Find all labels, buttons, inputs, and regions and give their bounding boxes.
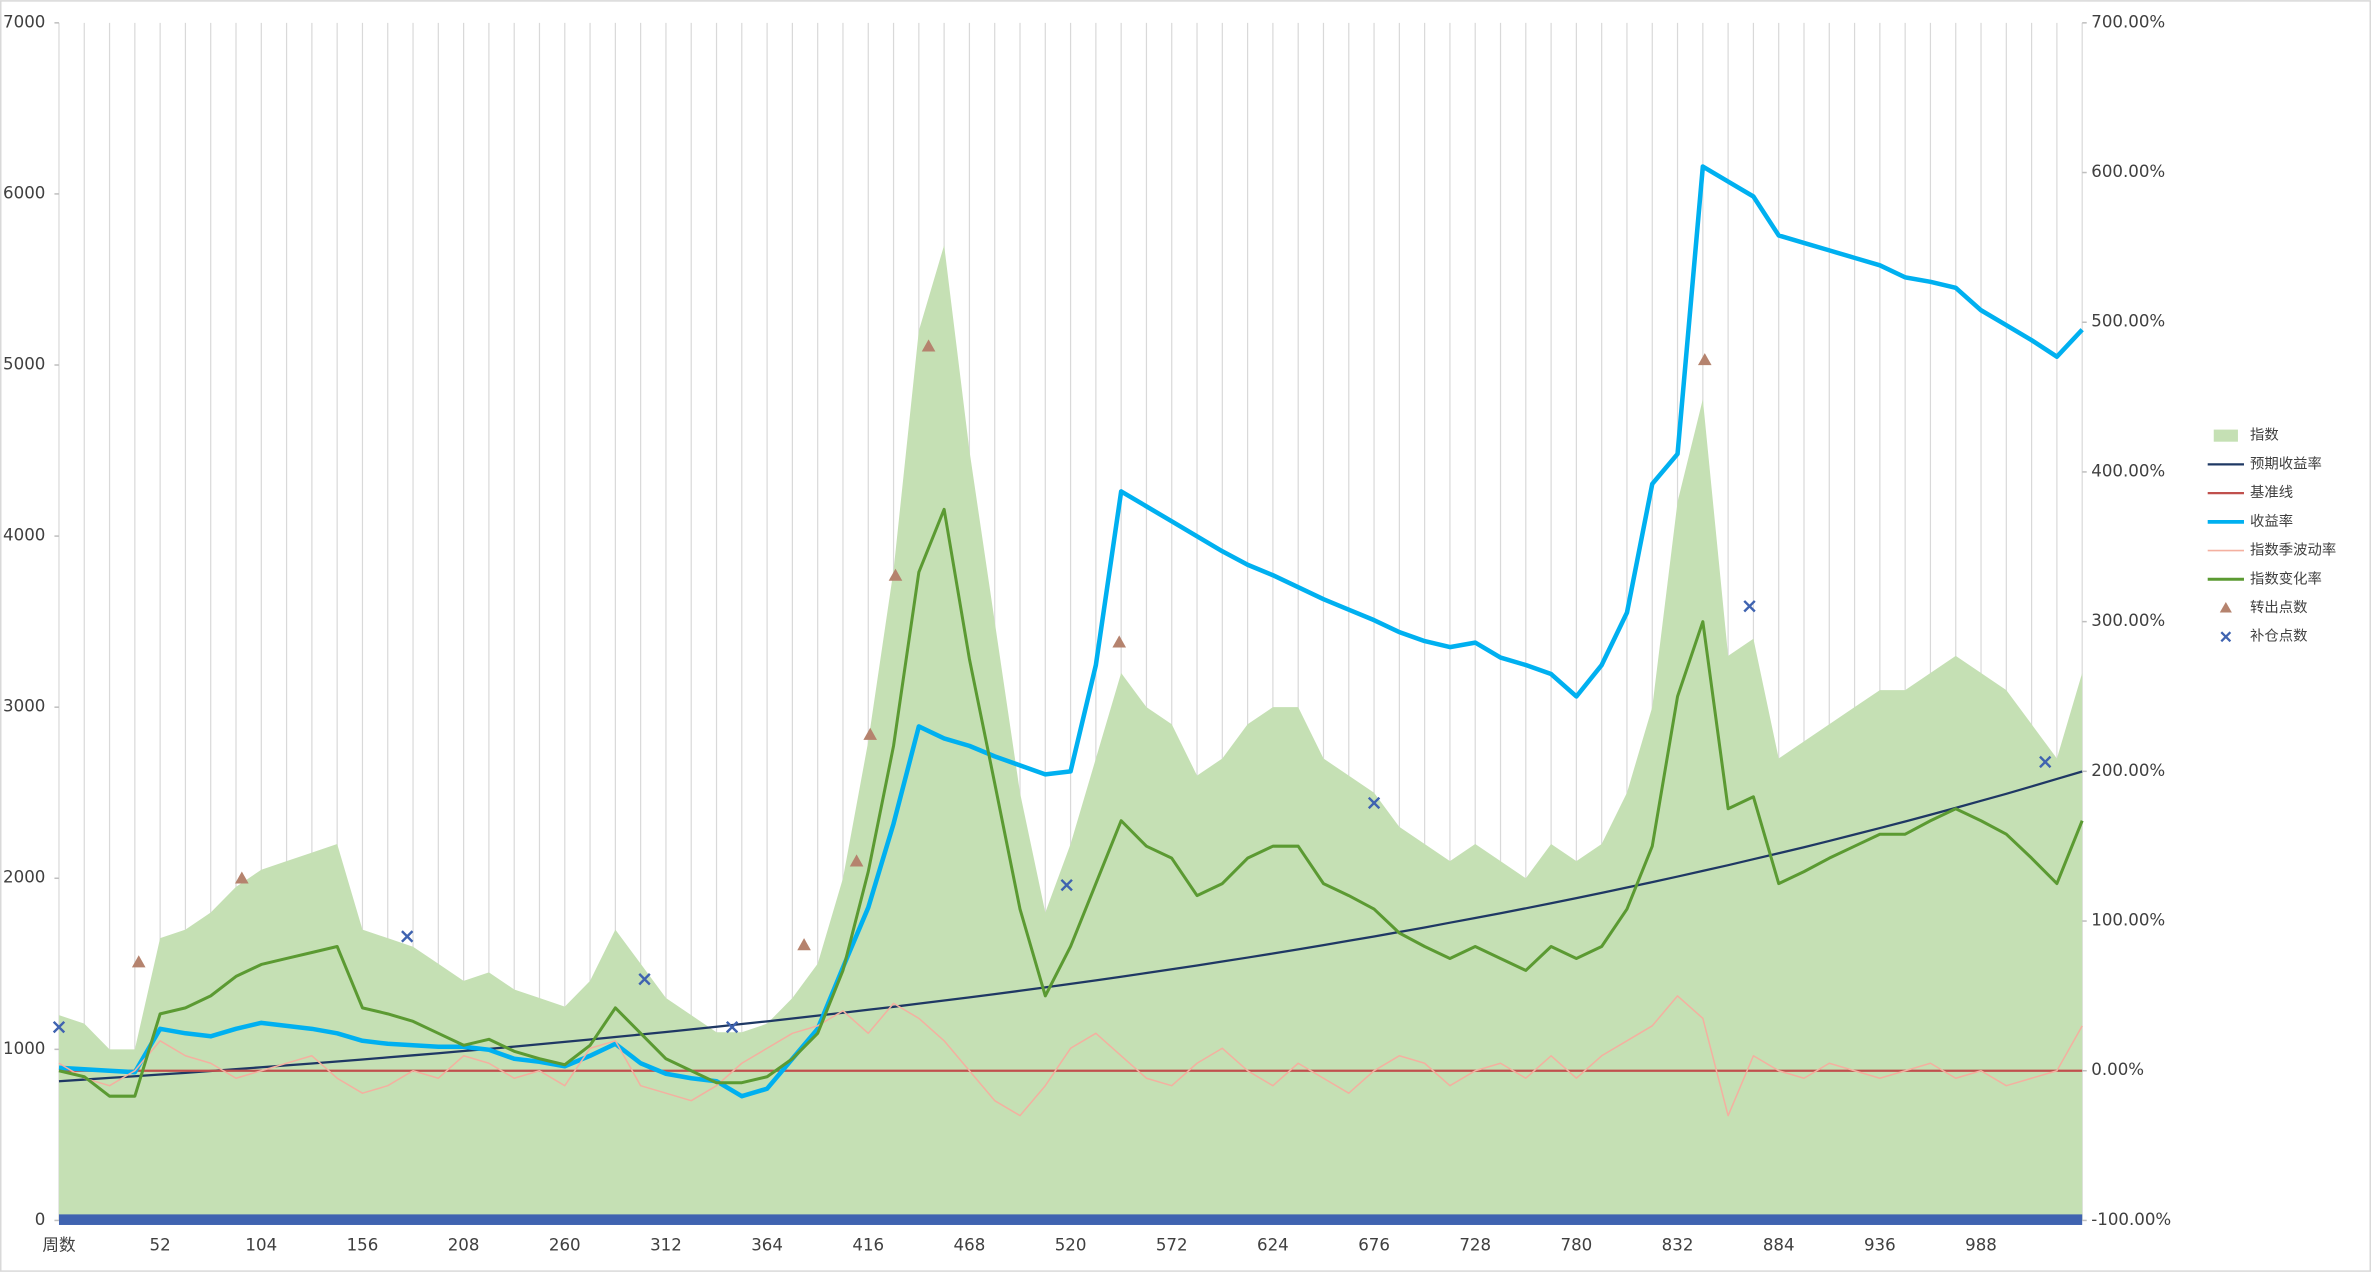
legend-label: 指数变化率 xyxy=(2250,570,2322,587)
y2-tick-label: -100.00% xyxy=(2091,1210,2171,1229)
legend-label: 指数 xyxy=(2250,427,2279,444)
y-tick-label: 7000 xyxy=(3,12,45,31)
marker-x xyxy=(2039,755,2052,769)
legend-label: 转出点数 xyxy=(2250,599,2307,616)
legend-label: 补仓点数 xyxy=(2250,628,2307,645)
marker-x xyxy=(725,1020,739,1034)
x-tick-label: 572 xyxy=(1156,1236,1188,1255)
axes: 周数 52 104 156 208 260 312 364 416 468 520 572 624 676… xyxy=(3,12,2171,1254)
series-line xyxy=(58,164,2084,1099)
marker-triangle xyxy=(921,339,936,352)
y2-tick-label: 400.00% xyxy=(2091,461,2165,480)
legend-swatch xyxy=(2213,429,2238,442)
series-line xyxy=(58,770,2083,1083)
y-tick-label: 6000 xyxy=(3,183,45,202)
marker-triangle xyxy=(131,955,146,968)
y2-tick-label: 700.00% xyxy=(2091,12,2165,31)
marker-triangle xyxy=(863,727,878,740)
x-tick-label: 156 xyxy=(347,1236,379,1255)
y-tick-label: 3000 xyxy=(3,697,45,716)
marker-x xyxy=(1743,600,1756,613)
series-line xyxy=(58,507,2084,1098)
x-tick-label: 884 xyxy=(1763,1236,1795,1255)
x-tick-label: 364 xyxy=(751,1236,783,1255)
y2-tick-label: 100.00% xyxy=(2091,911,2165,930)
x-tick-label: 208 xyxy=(448,1236,480,1255)
x-tick-label: 988 xyxy=(1965,1236,1997,1255)
x-tick-label: 728 xyxy=(1459,1236,1491,1255)
marker-x xyxy=(1367,796,1381,810)
marker-triangle xyxy=(888,568,903,581)
x-tick-label: 312 xyxy=(650,1236,682,1255)
y-tick-label: 1000 xyxy=(3,1039,45,1058)
plot-area xyxy=(52,164,2084,1221)
x-tick-label: 520 xyxy=(1055,1236,1087,1255)
y2-tick-label: 300.00% xyxy=(2091,611,2165,630)
x-tick-label: 624 xyxy=(1257,1236,1289,1255)
legend-swatch xyxy=(2219,601,2232,613)
y-tick-label: 5000 xyxy=(3,355,45,374)
legend-label: 收益率 xyxy=(2250,513,2293,530)
marker-triangle xyxy=(849,854,864,867)
marker-triangle xyxy=(235,871,249,884)
legend-label: 基准线 xyxy=(2250,484,2293,501)
x-tick-label: 52 xyxy=(150,1236,171,1255)
index-area xyxy=(58,245,2083,1221)
legend-label: 预期收益率 xyxy=(2250,455,2322,472)
y-tick-label: 2000 xyxy=(3,868,45,887)
y-tick-label: 4000 xyxy=(3,526,45,545)
marker-triangle xyxy=(1697,353,1712,366)
legend-label: 指数季波动率 xyxy=(2250,542,2336,559)
marker-triangle xyxy=(797,938,811,951)
x-tick-label: 周数 xyxy=(42,1236,76,1255)
marker-x xyxy=(638,973,651,986)
y2-tick-label: 200.00% xyxy=(2091,761,2165,780)
y2-tick-label: 500.00% xyxy=(2091,312,2165,331)
marker-x xyxy=(52,1020,66,1034)
x-tick-label: 780 xyxy=(1561,1236,1593,1255)
marker-x xyxy=(1060,878,1073,892)
legend-swatch xyxy=(2220,631,2232,643)
x-tick-label: 468 xyxy=(954,1236,986,1255)
marker-x xyxy=(401,930,414,943)
bottom-band xyxy=(58,1214,2083,1225)
series-line xyxy=(58,995,2083,1117)
x-tick-label: 832 xyxy=(1662,1236,1694,1255)
x-tick-label: 104 xyxy=(245,1236,277,1255)
y2-tick-label: 0.00% xyxy=(2091,1060,2144,1079)
x-tick-label: 260 xyxy=(549,1236,581,1255)
y2-tick-label: 600.00% xyxy=(2091,162,2165,181)
y-tick-label: 0 xyxy=(35,1210,46,1229)
x-tick-label: 416 xyxy=(852,1236,884,1255)
x-tick-label: 676 xyxy=(1358,1236,1390,1255)
marker-triangle xyxy=(1112,635,1127,648)
x-tick-label: 936 xyxy=(1864,1236,1896,1255)
